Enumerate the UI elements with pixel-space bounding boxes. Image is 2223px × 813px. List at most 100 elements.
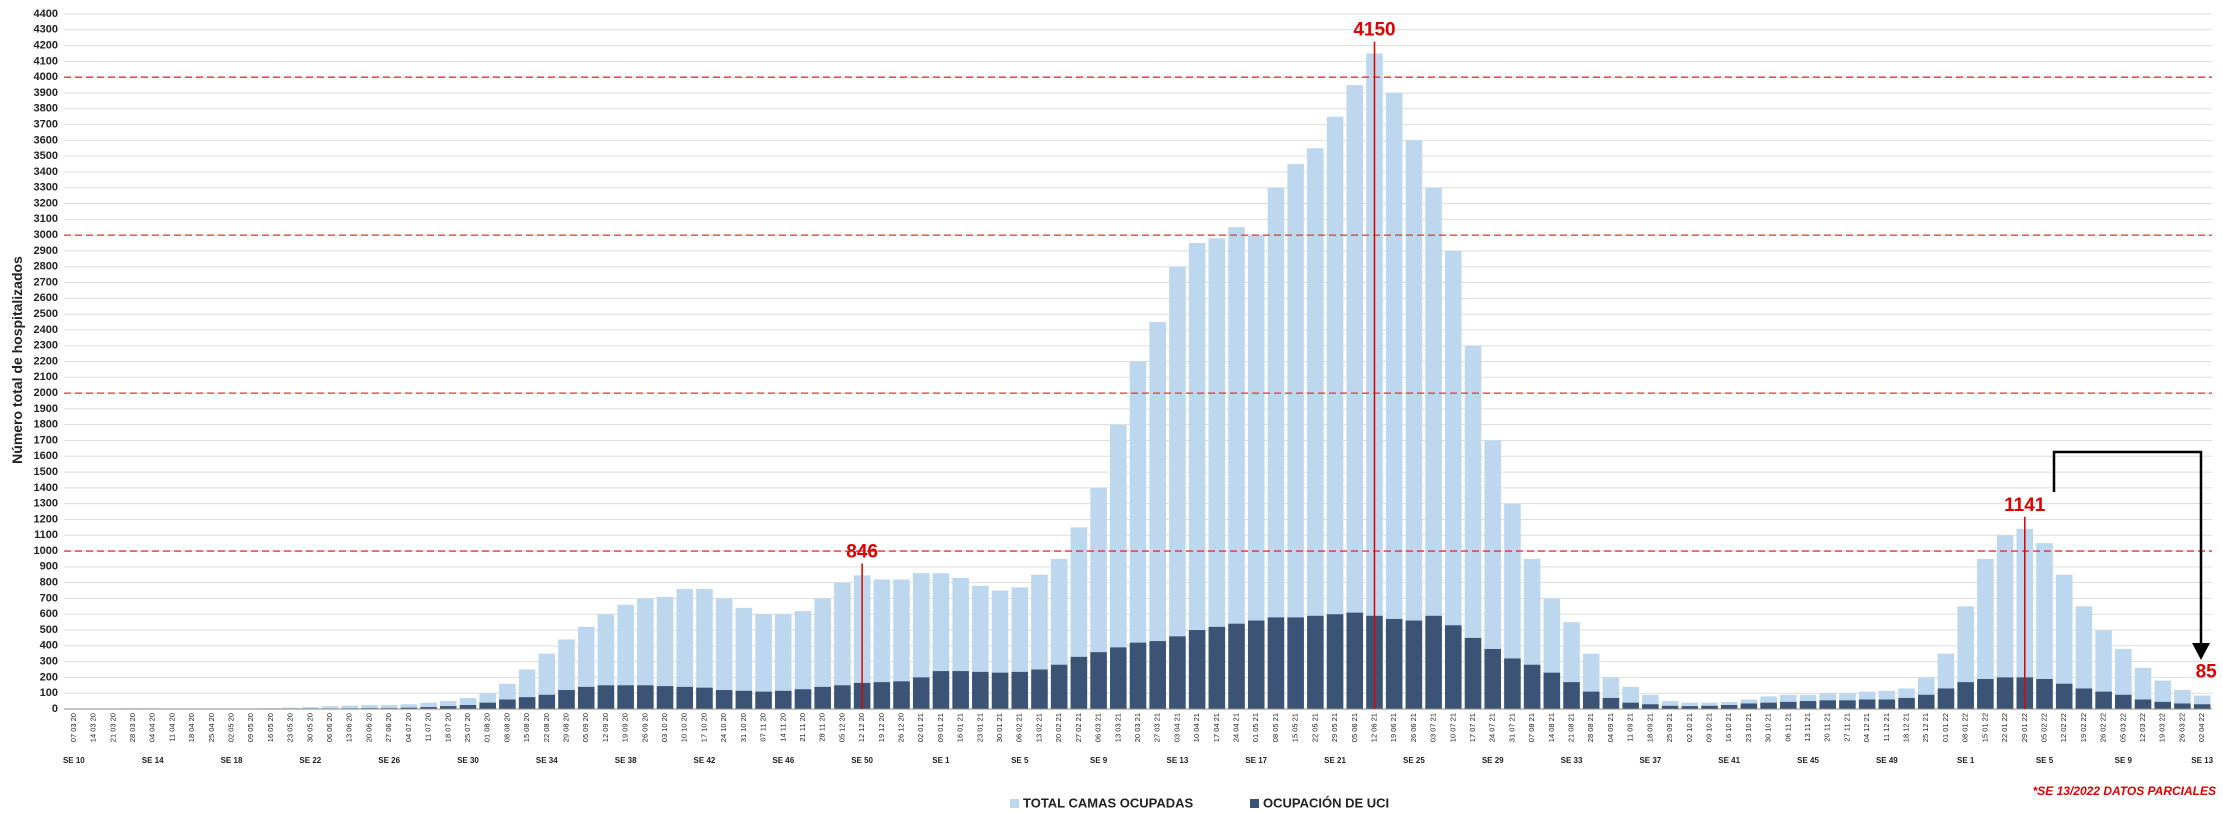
x-tick-label: 12 03 22 bbox=[2138, 713, 2147, 742]
bar bbox=[1661, 705, 1679, 709]
bar bbox=[893, 579, 910, 709]
x-tick-label: 18 09 21 bbox=[1645, 713, 1654, 742]
plot-area: 0 100 200 300 400 500 600 700 800 900 1000 1100 1200… bbox=[34, 8, 2218, 765]
bar bbox=[952, 671, 969, 709]
epi-week-label: SE 22 bbox=[299, 756, 321, 765]
bar bbox=[1720, 705, 1738, 709]
bar bbox=[361, 705, 378, 709]
data-label: 85 bbox=[2196, 662, 2218, 683]
x-tick-label: 09 10 21 bbox=[1704, 713, 1713, 742]
x-tick-label: 13 11 21 bbox=[1803, 713, 1812, 742]
x-tick-label: 24 04 21 bbox=[1232, 713, 1241, 742]
bar bbox=[637, 598, 654, 709]
bar bbox=[2095, 691, 2112, 709]
bar bbox=[558, 690, 575, 709]
x-tick-label: 29 08 20 bbox=[561, 713, 570, 742]
bar bbox=[676, 686, 694, 709]
bar bbox=[459, 697, 477, 709]
bar bbox=[1228, 227, 1245, 709]
epi-week-label: SE 18 bbox=[221, 756, 243, 765]
x-tick-label: 05 03 22 bbox=[2118, 713, 2127, 742]
epi-week-label: SE 50 bbox=[851, 756, 873, 765]
y-tick-label: 2900 bbox=[34, 245, 58, 257]
x-tick-label: 06 11 21 bbox=[1783, 713, 1792, 742]
epi-week-label: SE 45 bbox=[1797, 756, 1819, 765]
bar bbox=[1031, 669, 1048, 709]
bar bbox=[420, 707, 437, 709]
bar bbox=[1543, 672, 1561, 709]
y-tick-label: 700 bbox=[40, 592, 58, 604]
x-tick-label: 02 05 20 bbox=[226, 713, 235, 742]
y-tick-label: 4100 bbox=[34, 55, 58, 67]
bar bbox=[1346, 612, 1364, 709]
y-tick-label: 2600 bbox=[34, 292, 58, 304]
y-tick-label: 3200 bbox=[34, 197, 58, 209]
x-tick-label: 05 06 21 bbox=[1350, 713, 1359, 742]
epi-week-label: SE 1 bbox=[932, 756, 950, 765]
y-tick-label: 200 bbox=[40, 671, 58, 683]
bar bbox=[1740, 703, 1758, 709]
bar bbox=[1090, 652, 1107, 709]
x-tick-label: 07 03 20 bbox=[69, 713, 78, 742]
y-tick-label: 2100 bbox=[34, 371, 58, 383]
x-tick-label: 28 08 21 bbox=[1586, 713, 1595, 742]
bar bbox=[2075, 606, 2093, 709]
y-tick-label: 2500 bbox=[34, 308, 58, 320]
y-tick-label: 3800 bbox=[34, 103, 58, 115]
bar bbox=[1681, 702, 1699, 709]
x-tick-label: 04 04 20 bbox=[148, 713, 157, 742]
y-tick-label: 800 bbox=[40, 577, 58, 589]
y-tick-label: 2700 bbox=[34, 276, 58, 288]
x-tick-label: 20 06 20 bbox=[364, 713, 373, 742]
y-tick-label: 3300 bbox=[34, 182, 58, 194]
x-tick-label: 30 01 21 bbox=[995, 713, 1004, 742]
bar bbox=[2055, 574, 2073, 709]
bar bbox=[282, 707, 299, 709]
x-tick-label: 19 09 20 bbox=[621, 713, 630, 742]
x-tick-label: 03 10 20 bbox=[660, 713, 669, 742]
bar bbox=[1188, 243, 1206, 709]
x-tick-label: 22 08 20 bbox=[542, 713, 551, 742]
bar bbox=[617, 604, 634, 709]
bar bbox=[2174, 703, 2191, 709]
bar bbox=[912, 573, 930, 709]
y-tick-label: 2000 bbox=[34, 387, 58, 399]
x-tick-label: 07 08 21 bbox=[1527, 713, 1536, 742]
x-tick-label: 02 04 22 bbox=[2197, 713, 2206, 742]
y-tick-label: 4000 bbox=[34, 71, 58, 83]
epi-week-label: SE 26 bbox=[378, 756, 400, 765]
bar bbox=[1977, 558, 1994, 709]
bar bbox=[696, 588, 713, 709]
x-tick-label: 08 08 20 bbox=[502, 713, 511, 742]
bar bbox=[2036, 543, 2053, 709]
x-tick-label: 06 03 21 bbox=[1094, 713, 1103, 742]
bar bbox=[2134, 667, 2152, 709]
bar bbox=[1445, 625, 1462, 709]
x-tick-label: 26 03 22 bbox=[2177, 713, 2186, 742]
bar bbox=[321, 706, 339, 709]
bar bbox=[873, 579, 891, 709]
epi-week-label: SE 13 bbox=[2191, 756, 2213, 765]
bar bbox=[735, 607, 753, 709]
x-tick-label: 08 05 21 bbox=[1271, 713, 1280, 742]
bar bbox=[2193, 704, 2211, 709]
y-tick-label: 1100 bbox=[34, 529, 58, 541]
bar bbox=[775, 614, 792, 709]
y-tick-label: 2800 bbox=[34, 261, 58, 273]
y-tick-label: 3100 bbox=[34, 213, 58, 225]
epi-week-label: SE 10 bbox=[63, 756, 85, 765]
bar bbox=[1563, 682, 1580, 709]
x-tick-label: 11 09 21 bbox=[1626, 713, 1635, 742]
x-tick-label: 04 09 21 bbox=[1606, 713, 1615, 742]
bracket-arrow bbox=[2052, 450, 2203, 645]
epi-week-label: SE 13 bbox=[1167, 756, 1189, 765]
x-tick-label: 18 04 20 bbox=[187, 713, 196, 742]
x-tick-label: 17 04 21 bbox=[1212, 713, 1221, 742]
bar bbox=[1799, 701, 1817, 709]
bar bbox=[1228, 623, 1245, 709]
bar bbox=[1819, 700, 1837, 709]
bar bbox=[1681, 706, 1699, 709]
y-tick-label: 4300 bbox=[34, 24, 58, 36]
legend-swatch bbox=[1010, 799, 1019, 808]
x-tick-label: 08 01 22 bbox=[1961, 713, 1970, 742]
